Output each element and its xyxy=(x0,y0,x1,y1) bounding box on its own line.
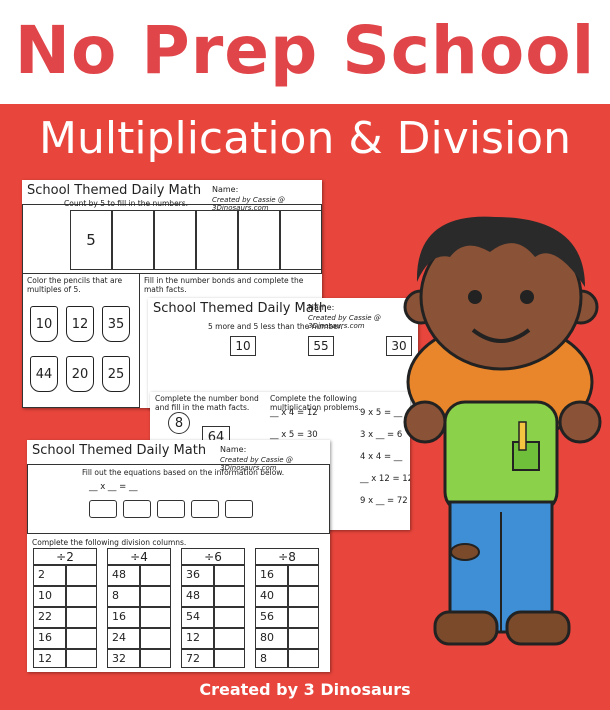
bus-icon xyxy=(225,500,253,518)
instruction: Color the pencils that are multiples of … xyxy=(27,276,123,294)
pencil-box xyxy=(22,273,140,408)
division-value: 16 xyxy=(260,568,274,581)
division-head: ÷2 xyxy=(56,550,74,564)
division-value: 48 xyxy=(112,568,126,581)
count-cell xyxy=(112,210,154,270)
division-value: 8 xyxy=(112,589,119,602)
count-cell xyxy=(238,210,280,270)
division-value: 16 xyxy=(38,631,52,644)
bus-icon xyxy=(191,500,219,518)
col-line xyxy=(287,564,289,668)
pencil: 10 xyxy=(30,306,58,342)
count-cell xyxy=(280,210,322,270)
division-head: ÷6 xyxy=(204,550,222,564)
bus-icon xyxy=(89,500,117,518)
division-head: ÷8 xyxy=(278,550,296,564)
instruction: Fill out the equations based on the info… xyxy=(82,468,285,477)
name-label: Name: xyxy=(308,303,335,312)
instruction: 5 more and 5 less than the number. xyxy=(208,322,343,331)
division-value: 40 xyxy=(260,589,274,602)
count-cell: 5 xyxy=(70,210,112,270)
division-value: 16 xyxy=(112,610,126,623)
bond-circle: 8 xyxy=(168,412,190,434)
number-box: 30 xyxy=(386,336,412,356)
sheet-title: School Themed Daily Math xyxy=(153,301,328,316)
footer: Created by 3 Dinosaurs xyxy=(199,680,411,699)
pencil: 12 xyxy=(66,306,94,342)
division-value: 32 xyxy=(112,652,126,665)
problem: __ x 12 = 12 xyxy=(360,474,410,484)
division-value: 80 xyxy=(260,631,274,644)
header-band xyxy=(0,0,610,104)
title: No Prep School xyxy=(14,12,596,89)
division-value: 24 xyxy=(112,631,126,644)
problem: __ x 5 = 30 xyxy=(270,430,318,440)
worksheet: School Themed Daily Math Name: Created by … xyxy=(148,298,418,408)
instruction: Complete the following division columns. xyxy=(32,538,187,547)
bus-icon xyxy=(157,500,185,518)
division-value: 8 xyxy=(260,652,267,665)
equation: __ x __ = __ xyxy=(89,482,138,492)
pencil: 44 xyxy=(30,356,58,392)
division-value: 22 xyxy=(38,610,52,623)
division-value: 10 xyxy=(38,589,52,602)
problem: 9 x __ = 72 xyxy=(360,496,408,506)
bus-box xyxy=(27,464,330,534)
worksheet: School Themed Daily Math Name: Created by … xyxy=(27,440,330,672)
instruction: Complete the number bond and fill in the… xyxy=(155,394,259,412)
division-value: 2 xyxy=(38,568,45,581)
count-cell xyxy=(196,210,238,270)
instruction: Complete the following multiplication pr… xyxy=(270,394,361,412)
credit: Created by Cassie @ 3Dinosaurs.com xyxy=(308,314,381,330)
sheet-title: School Themed Daily Math xyxy=(27,183,202,198)
credit: Created by Cassie @ 3Dinosaurs.com xyxy=(220,456,293,472)
name-label: Name: xyxy=(220,445,247,454)
subtitle: Multiplication & Division xyxy=(39,113,571,164)
division-value: 56 xyxy=(260,610,274,623)
bus-icon xyxy=(123,500,151,518)
name-label: Name: xyxy=(212,185,239,194)
instruction: Count by 5 to fill in the numbers. xyxy=(64,199,189,208)
credit: Created by Cassie @ 3Dinosaurs.com xyxy=(212,196,285,212)
pencil: 20 xyxy=(66,356,94,392)
division-value: 54 xyxy=(186,610,200,623)
number-box: 55 xyxy=(308,336,334,356)
worksheet: School Themed Daily Math Name: Created by … xyxy=(22,180,322,408)
pencil: 35 xyxy=(102,306,130,342)
col-line xyxy=(139,564,141,668)
problem: 4 x 4 = __ xyxy=(360,452,403,462)
sheet-title: School Themed Daily Math xyxy=(32,443,207,458)
problem: 9 x 5 = __ xyxy=(360,408,403,418)
kid-illustration xyxy=(403,216,602,646)
problem: 3 x __ = 6 xyxy=(360,430,403,440)
division-value: 72 xyxy=(186,652,200,665)
division-value: 36 xyxy=(186,568,200,581)
division-head: ÷4 xyxy=(130,550,148,564)
division-value: 12 xyxy=(38,652,52,665)
col-line xyxy=(65,564,67,668)
number-box: 10 xyxy=(230,336,256,356)
instruction: Fill in the number bonds and complete th… xyxy=(144,276,304,294)
division-value: 12 xyxy=(186,631,200,644)
col-line xyxy=(213,564,215,668)
pencil: 25 xyxy=(102,356,130,392)
division-value: 48 xyxy=(186,589,200,602)
problem: __ x 4 = 12 xyxy=(270,408,318,418)
count-cell xyxy=(154,210,196,270)
